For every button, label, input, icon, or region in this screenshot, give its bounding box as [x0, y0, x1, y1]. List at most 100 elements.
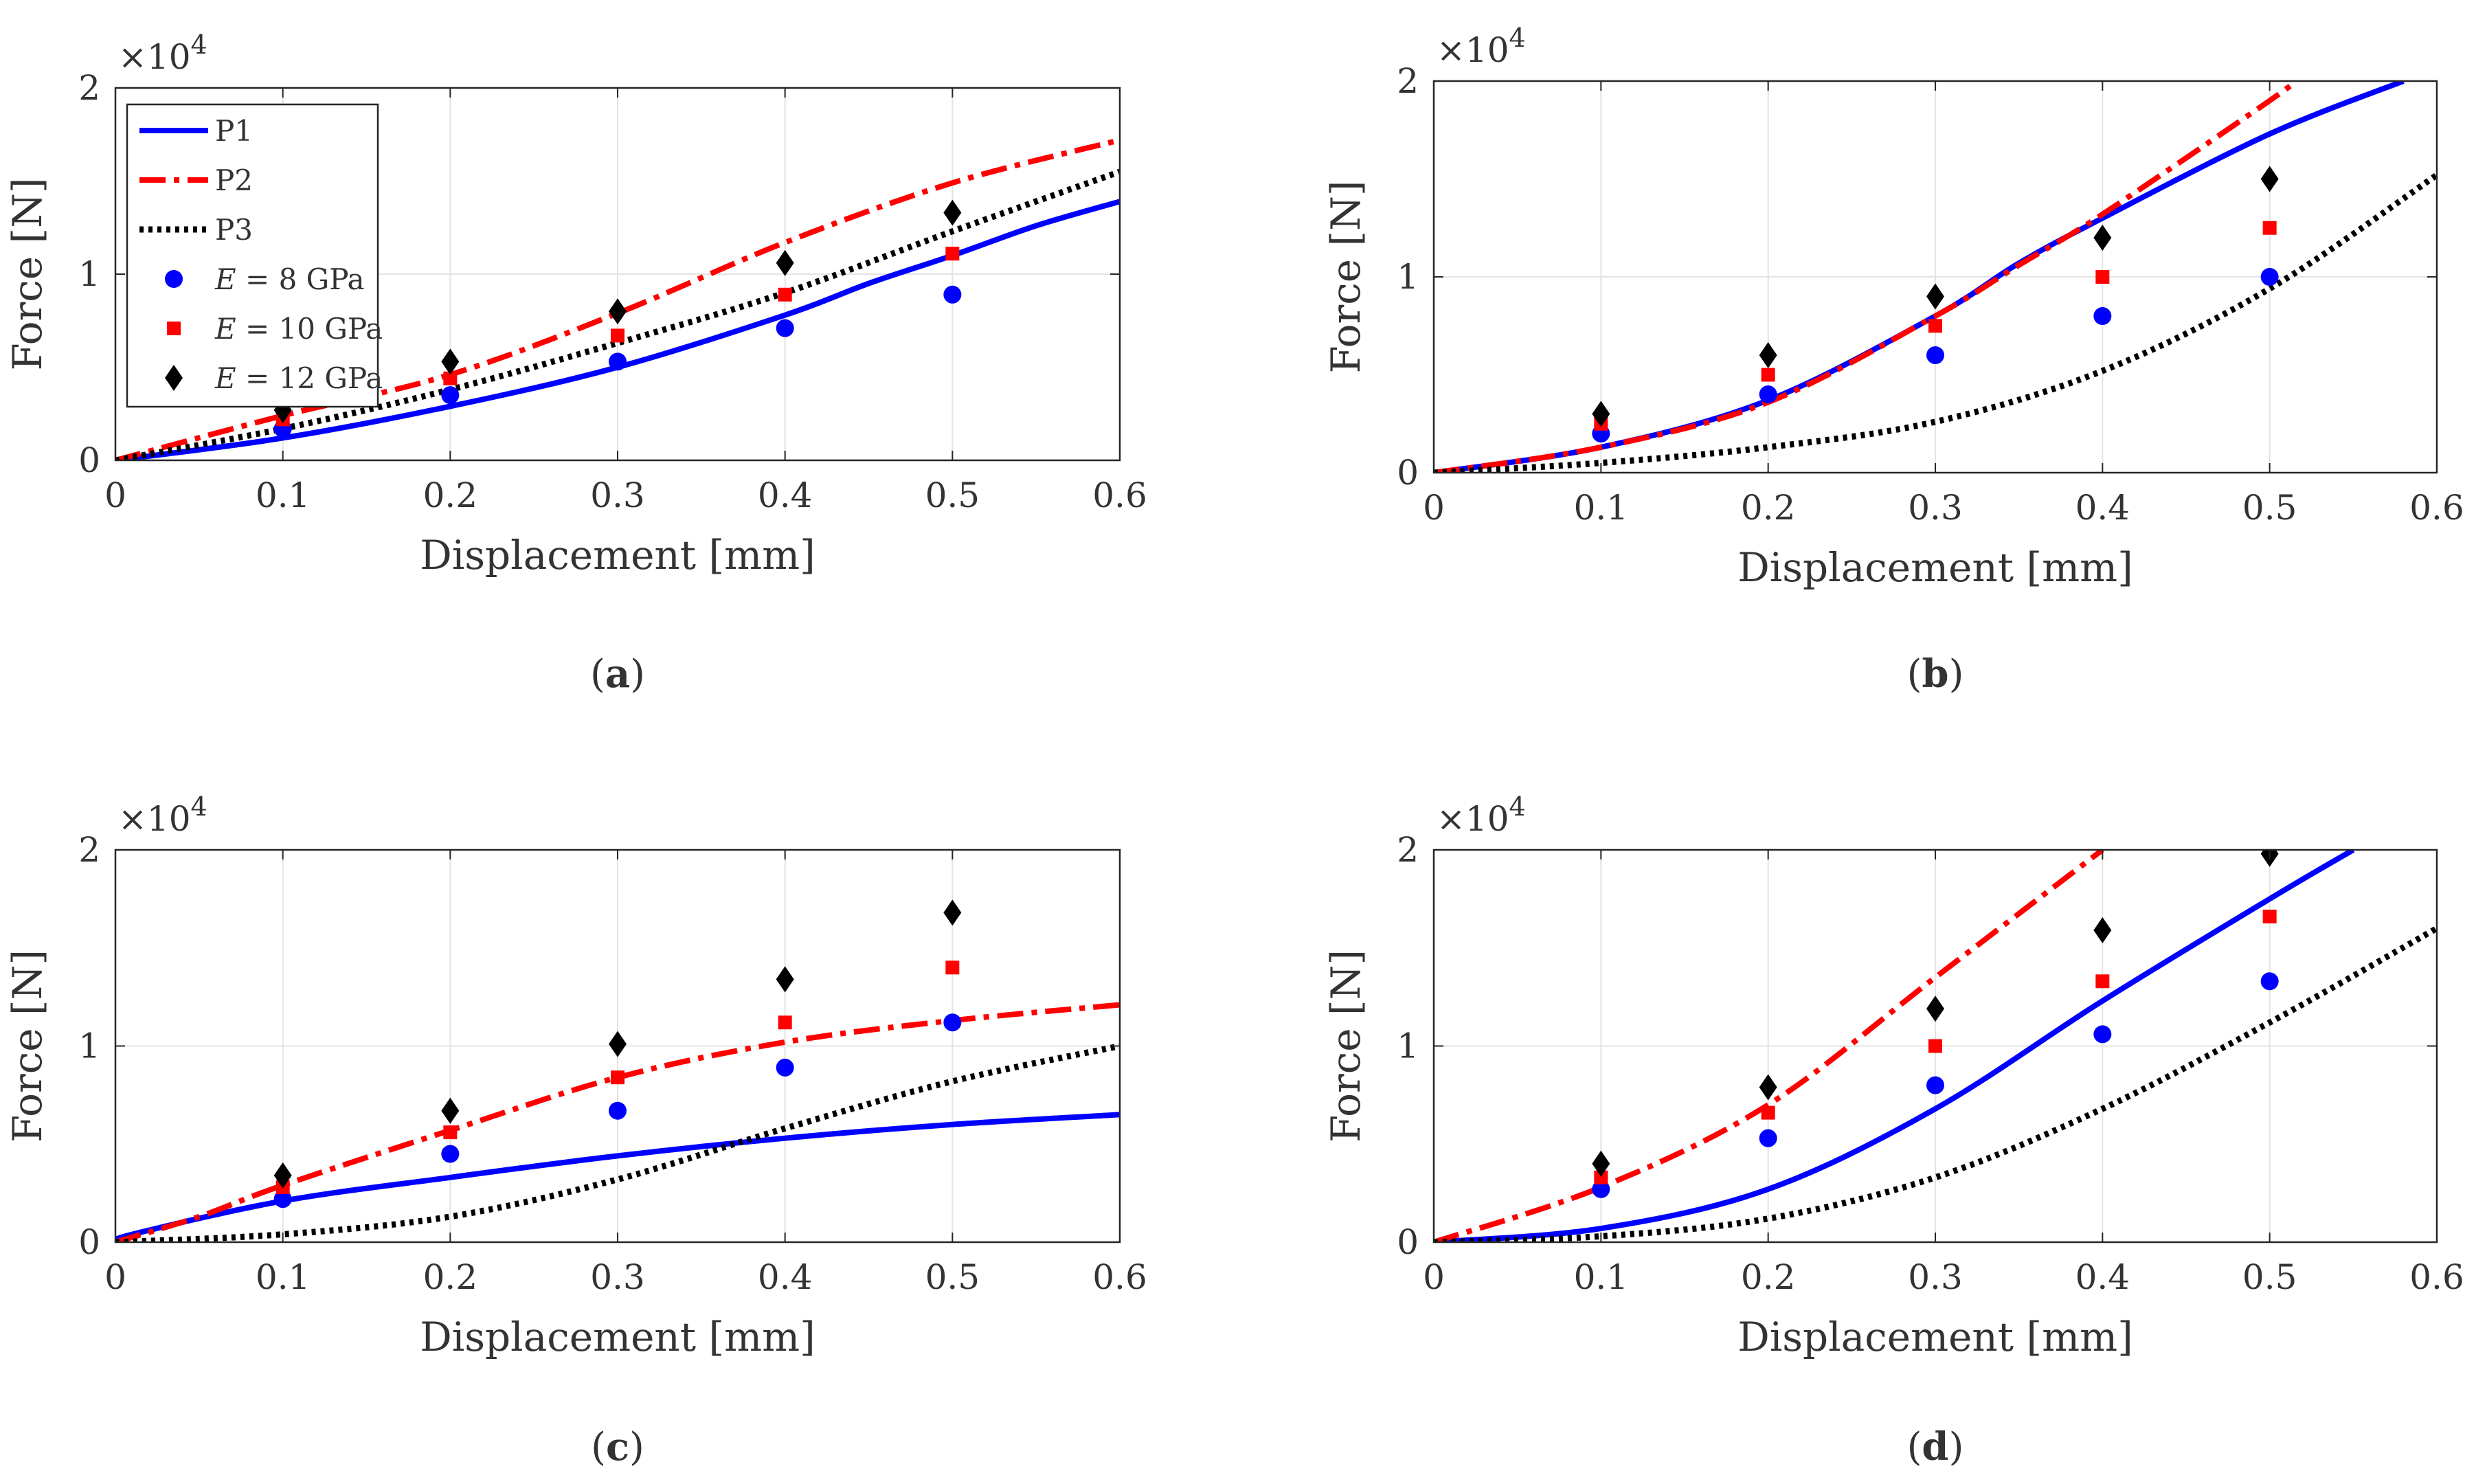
x-tick-label: 0.6 — [2409, 488, 2464, 528]
x-tick-label: 0.5 — [2242, 488, 2297, 528]
data-point — [2095, 974, 2110, 989]
legend-label-rest: = 8 GPa — [236, 262, 365, 296]
data-point — [943, 199, 962, 226]
y-multiplier-exp: 4 — [191, 30, 207, 60]
data-point — [1594, 1170, 1608, 1184]
y-multiplier: ×104 — [118, 30, 207, 77]
x-tick-label: 0.3 — [1908, 1257, 1963, 1297]
series-e12-markers — [1592, 850, 2279, 1177]
x-tick-label: 0.1 — [256, 475, 311, 515]
series-line-p1 — [1434, 850, 2355, 1242]
y-tick-label: 0 — [78, 440, 100, 480]
y-tick-label: 1 — [1397, 257, 1419, 297]
data-point — [1759, 1129, 1777, 1147]
x-tick-label: 0.1 — [1574, 1257, 1629, 1297]
y-multiplier-exp: 4 — [191, 791, 207, 822]
x-tick-label: 0.4 — [758, 475, 813, 515]
y-axis-label: Force [N] — [1323, 949, 1369, 1143]
data-point — [1761, 368, 1775, 382]
x-tick-label: 0.1 — [256, 1257, 311, 1297]
legend: P1 P2 P3 E = 8 GPa E = 10 GPa E = 12 GPa — [126, 103, 383, 408]
data-point — [1759, 385, 1777, 403]
panel-label-letter: d — [1922, 1424, 1948, 1470]
data-point — [609, 352, 627, 371]
data-point — [2093, 1025, 2112, 1044]
series-e8-markers — [273, 285, 962, 438]
series-line-p2 — [1434, 81, 2297, 473]
chart-panel-4: 0 0.1 0.2 0.3 0.4 0.5 0.6 0 1 2 ×104 Displacement [… — [1323, 791, 2464, 1470]
series-e10-markers — [275, 960, 960, 1195]
legend-label: P3 — [215, 213, 253, 247]
series-group — [1434, 850, 2437, 1242]
legend-label-symbol: E — [214, 361, 236, 395]
data-point — [443, 1125, 458, 1140]
legend-item-e12: E = 12 GPa — [165, 361, 383, 395]
legend-swatch-marker — [167, 322, 181, 335]
y-multiplier-base: ×10 — [1437, 799, 1509, 839]
x-tick-label: 0.3 — [590, 475, 645, 515]
data-point — [2262, 910, 2277, 924]
data-point — [1928, 319, 1942, 333]
series-line-p2 — [115, 137, 1120, 460]
legend-label: E = 12 GPa — [214, 361, 383, 395]
x-tick-label: 0.6 — [1092, 1257, 1147, 1297]
x-tick-label: 0.3 — [590, 1257, 645, 1297]
data-point — [1926, 283, 1944, 310]
panel-label: (b) — [1907, 651, 1964, 697]
x-axis-label: Displacement [mm] — [420, 532, 815, 578]
legend-label: E = 10 GPa — [214, 312, 383, 346]
x-tick-label: 0.6 — [2409, 1257, 2464, 1297]
panel-label-open: ( — [1907, 1425, 1922, 1470]
data-point — [611, 1070, 624, 1085]
data-point — [1592, 1150, 1610, 1177]
series-e10-markers — [1594, 910, 2277, 1184]
series-group — [115, 137, 1120, 460]
data-point — [776, 966, 794, 993]
x-tick-label: 0.2 — [1741, 1257, 1796, 1297]
data-point — [1926, 346, 1944, 364]
data-point — [2093, 307, 2112, 325]
x-tick-label: 0.4 — [2075, 488, 2130, 528]
data-point — [443, 371, 458, 385]
y-tick-label: 2 — [78, 68, 100, 108]
y-tick-label: 1 — [1397, 1026, 1419, 1066]
y-multiplier: ×104 — [118, 791, 207, 839]
data-point — [1761, 1105, 1775, 1120]
series-line-p2 — [1434, 850, 2104, 1242]
chart-panel-2: 0 0.1 0.2 0.3 0.4 0.5 0.6 0 1 2 ×104 Displacement [… — [1323, 23, 2464, 697]
x-tick-label: 0.6 — [1092, 475, 1147, 515]
data-point — [2093, 917, 2112, 944]
data-point — [945, 247, 960, 261]
data-point — [776, 1058, 794, 1077]
y-multiplier-exp: 4 — [1509, 791, 1526, 822]
y-tick-label: 1 — [78, 254, 100, 294]
panel-label: (a) — [590, 651, 645, 697]
data-point — [441, 1097, 460, 1124]
data-point — [609, 1101, 627, 1120]
data-point — [943, 899, 962, 926]
x-tick-label: 0 — [1423, 1257, 1445, 1297]
series-e12-markers — [273, 899, 962, 1189]
series-e8-markers — [1592, 972, 2279, 1198]
panel-label-open: ( — [1907, 652, 1922, 697]
legend-box — [126, 103, 379, 408]
data-point — [943, 1013, 962, 1032]
x-tick-label: 0.5 — [925, 1257, 980, 1297]
data-point — [1592, 1180, 1610, 1198]
y-tick-label: 0 — [1397, 453, 1419, 493]
legend-item-e10: E = 10 GPa — [167, 312, 383, 346]
legend-label: P1 — [215, 114, 253, 148]
x-tick-label: 0.2 — [423, 1257, 478, 1297]
y-tick-label: 0 — [1397, 1222, 1419, 1262]
y-tick-label: 2 — [1397, 830, 1419, 870]
data-point — [2260, 268, 2279, 286]
legend-label: P2 — [215, 164, 253, 197]
y-tick-label: 2 — [78, 830, 100, 870]
data-point — [609, 298, 627, 325]
x-tick-label: 0 — [1423, 488, 1445, 528]
data-point — [945, 960, 960, 975]
panel-label: (d) — [1907, 1424, 1964, 1470]
panel-label: (c) — [591, 1424, 644, 1470]
data-point — [441, 348, 460, 375]
series-group — [115, 899, 1120, 1242]
